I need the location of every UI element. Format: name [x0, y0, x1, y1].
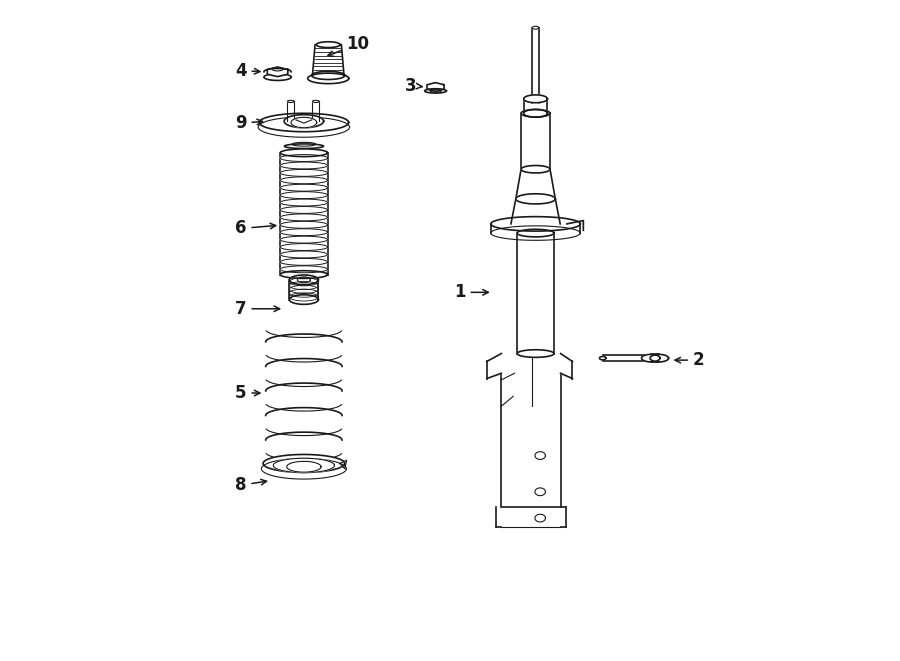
- Text: 9: 9: [235, 114, 263, 132]
- Polygon shape: [266, 346, 342, 362]
- Polygon shape: [524, 109, 547, 117]
- Polygon shape: [266, 444, 342, 460]
- Polygon shape: [425, 89, 446, 93]
- Polygon shape: [280, 221, 328, 228]
- Polygon shape: [280, 251, 328, 258]
- Text: 7: 7: [235, 300, 280, 318]
- Polygon shape: [487, 354, 501, 380]
- Polygon shape: [264, 74, 292, 81]
- Polygon shape: [516, 169, 555, 199]
- Polygon shape: [521, 110, 550, 117]
- Polygon shape: [280, 229, 328, 236]
- Polygon shape: [496, 507, 501, 527]
- Polygon shape: [280, 258, 328, 265]
- Polygon shape: [280, 271, 328, 278]
- Polygon shape: [284, 114, 324, 128]
- Polygon shape: [524, 95, 547, 102]
- Polygon shape: [274, 458, 335, 473]
- Polygon shape: [266, 420, 342, 436]
- Text: 8: 8: [235, 476, 266, 494]
- Polygon shape: [518, 229, 554, 237]
- Text: 5: 5: [235, 384, 260, 402]
- Polygon shape: [266, 322, 342, 338]
- Polygon shape: [340, 460, 346, 469]
- Text: 1: 1: [454, 284, 489, 301]
- Text: 2: 2: [675, 351, 705, 369]
- Polygon shape: [280, 206, 328, 214]
- Polygon shape: [516, 194, 555, 204]
- Polygon shape: [267, 67, 288, 77]
- Polygon shape: [280, 177, 328, 184]
- Polygon shape: [266, 68, 290, 72]
- Polygon shape: [280, 149, 328, 157]
- Polygon shape: [263, 455, 345, 473]
- Polygon shape: [284, 144, 323, 149]
- Polygon shape: [642, 354, 660, 362]
- Polygon shape: [259, 113, 348, 132]
- Polygon shape: [532, 28, 539, 103]
- Polygon shape: [308, 73, 349, 84]
- Text: 10: 10: [328, 35, 369, 56]
- Polygon shape: [280, 266, 328, 273]
- Polygon shape: [266, 395, 342, 411]
- Polygon shape: [280, 169, 328, 176]
- Polygon shape: [280, 236, 328, 243]
- Polygon shape: [427, 83, 444, 91]
- Text: 6: 6: [235, 219, 275, 237]
- Polygon shape: [501, 354, 561, 507]
- Polygon shape: [561, 507, 566, 527]
- Polygon shape: [317, 42, 340, 48]
- Polygon shape: [312, 100, 319, 102]
- Polygon shape: [280, 192, 328, 198]
- Polygon shape: [287, 100, 294, 102]
- Polygon shape: [280, 155, 328, 161]
- Polygon shape: [312, 49, 344, 56]
- Polygon shape: [262, 458, 346, 479]
- Polygon shape: [258, 117, 349, 137]
- Polygon shape: [491, 217, 580, 231]
- Polygon shape: [280, 199, 328, 206]
- Text: 3: 3: [405, 77, 422, 95]
- Polygon shape: [644, 356, 651, 360]
- Polygon shape: [491, 226, 580, 241]
- Polygon shape: [280, 271, 328, 278]
- Polygon shape: [521, 165, 550, 173]
- Polygon shape: [518, 350, 554, 358]
- Polygon shape: [287, 461, 321, 472]
- Polygon shape: [532, 26, 539, 29]
- Polygon shape: [280, 162, 328, 169]
- Text: 4: 4: [235, 61, 260, 79]
- Polygon shape: [650, 354, 669, 362]
- Polygon shape: [280, 149, 328, 157]
- Polygon shape: [291, 117, 317, 128]
- Polygon shape: [561, 354, 572, 380]
- Polygon shape: [599, 356, 606, 360]
- Polygon shape: [290, 275, 319, 285]
- Polygon shape: [266, 371, 342, 387]
- Polygon shape: [280, 244, 328, 251]
- Polygon shape: [280, 184, 328, 191]
- Polygon shape: [521, 113, 550, 169]
- Polygon shape: [518, 233, 554, 354]
- Polygon shape: [280, 214, 328, 221]
- Polygon shape: [311, 71, 345, 79]
- Polygon shape: [290, 295, 319, 304]
